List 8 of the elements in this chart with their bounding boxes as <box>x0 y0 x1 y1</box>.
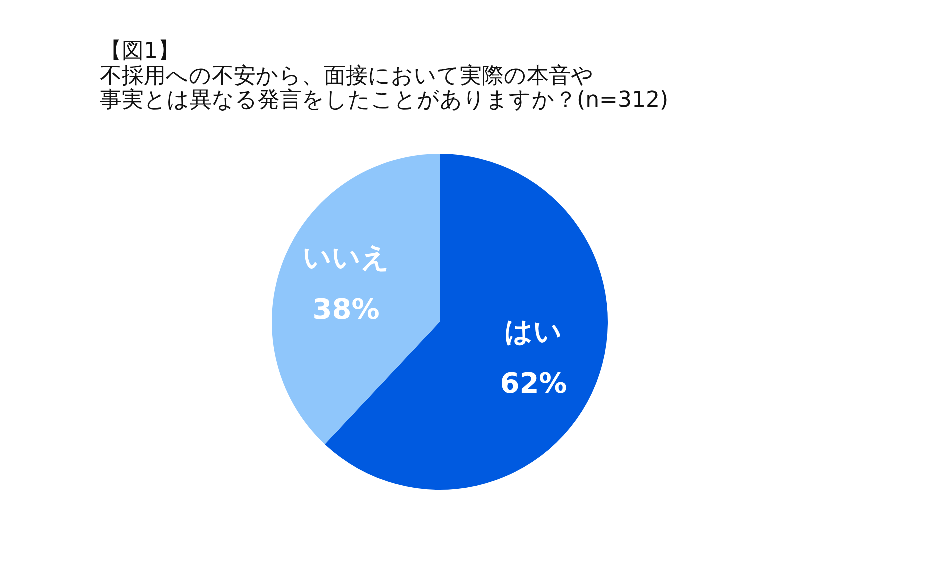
slice-label: はい <box>504 315 563 348</box>
data-label: 38% <box>312 292 380 326</box>
slice-label: いいえ <box>302 240 390 274</box>
chart-title: 【図1】 <box>100 39 180 64</box>
pie-slice <box>272 154 440 444</box>
data-label: 62% <box>500 367 568 400</box>
text: 事実とは異なる発言をしたことがありますか？(n=312) <box>100 88 669 113</box>
text: 不採用への不安から、面接において実際の本音や <box>100 64 594 89</box>
